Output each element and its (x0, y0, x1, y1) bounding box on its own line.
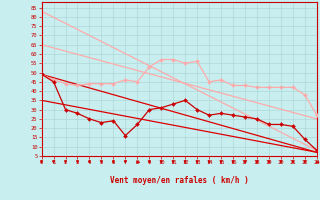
X-axis label: Vent moyen/en rafales ( km/h ): Vent moyen/en rafales ( km/h ) (110, 176, 249, 185)
